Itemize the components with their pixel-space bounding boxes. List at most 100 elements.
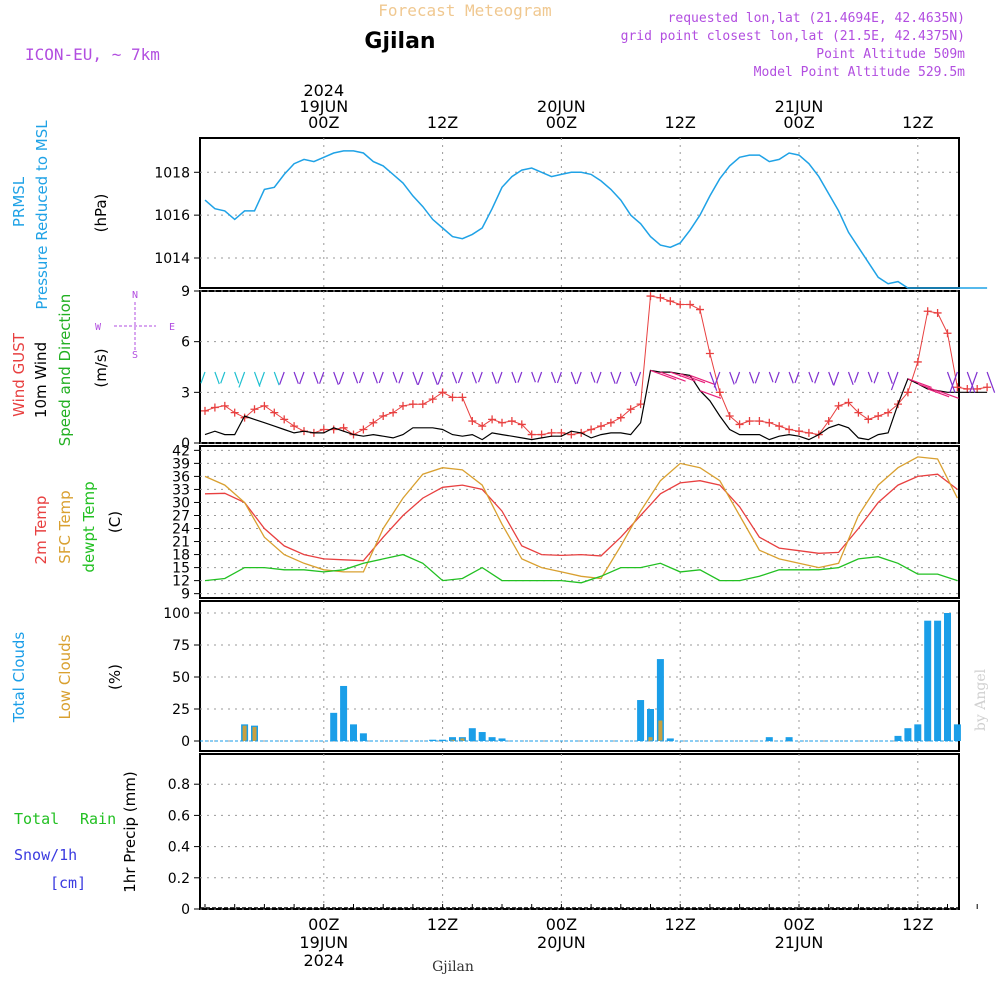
ytick-label-wind: 0 [181,436,190,452]
wind-arrow [537,371,543,383]
wind-arrow [550,371,557,384]
wind-arrow [828,371,834,385]
bar-total-clouds [914,724,922,741]
gust-marker [448,393,457,402]
gust-marker [973,384,982,393]
wind-arrow [333,371,339,385]
gust-marker [943,329,952,338]
gust-marker [983,383,992,392]
wind-arrow [451,371,458,384]
gust-marker [270,408,279,417]
ytick-label-temp: 36 [172,469,190,485]
wind-arrow [570,371,577,385]
time-label-bottom: 19JUN [299,933,348,952]
gust-marker [666,297,675,306]
precip-label-snow: Snow/1h [14,846,77,864]
wind-arrow [432,371,438,385]
precip-unit: 1hr Precip (mm) [121,771,139,892]
temp-label-2m: 2m Temp [32,496,50,565]
gust-marker [399,401,407,410]
gust-marker [458,393,467,402]
bar-low-clouds [460,738,465,741]
gust-marker [616,413,625,422]
bar-total-clouds [350,724,357,741]
wind-arrow [610,371,616,384]
wind-arrow [969,371,978,393]
ytick-label-clouds: 50 [172,670,190,686]
wind-unit: (m/s) [92,348,110,387]
wind-arrow [299,371,305,385]
ytick-label-temp: 15 [172,561,190,577]
pressure-unit: (hPa) [92,194,110,233]
ytick-label-clouds: 25 [172,702,190,718]
bar-total-clouds [904,728,912,741]
wind-arrow [511,371,517,384]
wind-arrow [457,371,463,384]
time-label-bottom: 00Z [546,915,577,934]
time-label-bottom: 12Z [665,915,696,934]
wind-arrow [596,371,602,384]
gust-marker [428,395,437,404]
wind-arrow [949,371,958,393]
gust-marker [498,418,506,427]
gust-marker [755,417,764,426]
ytick-label-precip: 0.6 [168,808,190,824]
ytick-label-precip: 0.8 [168,777,190,793]
gust-marker [903,388,912,397]
wind-arrow [917,383,941,393]
wind-arrow [258,371,265,387]
gust-marker [468,417,477,426]
temp-label-sfc: SFC Temp [56,490,74,563]
wind-arrow [699,390,722,399]
ytick-label-temp: 39 [172,456,190,472]
wind-arrow [273,371,280,386]
bar-low-clouds [450,739,455,741]
wind-arrow [417,371,424,385]
series-temp-dewpt [204,553,958,584]
gust-marker [587,425,596,434]
gust-marker [507,417,516,426]
time-label-top: 12Z [902,113,933,132]
wind-arrow [734,371,741,384]
bar-total-clouds [647,709,654,741]
gust-marker [696,305,704,314]
bar-total-clouds [666,738,674,741]
wind-arrow [946,371,956,393]
temp-unit: (C) [106,511,124,533]
gust-marker [517,420,526,429]
gust-marker [626,405,635,414]
gust-marker [359,425,368,434]
series-prmsl [204,150,988,289]
gust-marker [201,406,209,415]
gust-marker [527,430,536,439]
gust-marker [844,398,853,407]
gust-marker [220,401,229,410]
gust-marker [686,300,695,309]
gust-marker [597,422,605,431]
clouds-label-low: Low Clouds [56,634,74,719]
ytick-label-temp: 42 [172,443,190,459]
gust-marker [537,430,546,439]
time-label-top: 00Z [308,113,339,132]
wind-arrow [576,371,582,384]
wind-arrow [814,371,820,384]
wind-arrow [670,371,696,382]
wind-arrow [556,371,562,384]
ytick-label-precip: 0.2 [168,871,190,887]
wind-label-gust: Wind GUST [10,332,28,417]
gust-marker [824,417,833,426]
gust-marker [408,400,417,409]
wind-arrow [531,371,536,383]
ytick-label-temp: 12 [172,574,190,590]
wind-arrow [679,373,706,384]
compass-north: N [132,290,138,301]
footer-location: Gjilan [432,959,474,975]
time-label-top: 12Z [665,113,696,132]
precip-label-rain: Rain [80,810,116,828]
panel-frame-wind [199,290,960,444]
gust-marker [725,411,734,420]
time-label-top: 00Z [783,113,814,132]
gust-marker [834,401,843,410]
gust-marker [636,400,645,409]
